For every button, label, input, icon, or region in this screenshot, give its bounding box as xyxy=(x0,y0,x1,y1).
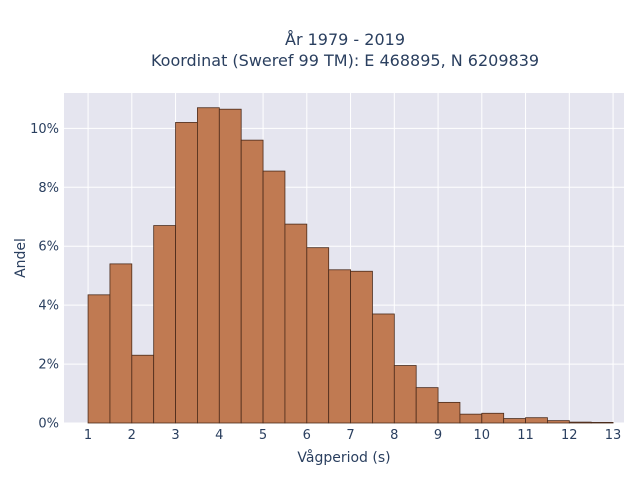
histogram-bar xyxy=(284,223,308,424)
histogram-bar xyxy=(306,247,330,424)
histogram-bar xyxy=(437,401,461,424)
x-tick-label: 1 xyxy=(84,428,92,443)
x-tick-label: 13 xyxy=(605,428,622,443)
y-tick-label: 4% xyxy=(38,299,59,314)
histogram-bar xyxy=(262,170,286,424)
histogram-bar xyxy=(175,122,198,424)
histogram-bar xyxy=(393,365,417,424)
x-tick-label: 3 xyxy=(171,428,179,443)
x-axis-ticks: 1 2 3 4 5 6 7 8 9 10 11 12 13 xyxy=(84,428,621,443)
histogram-bar xyxy=(153,225,176,424)
x-tick-label: 11 xyxy=(517,428,534,443)
chart-title: År 1979 - 2019 xyxy=(285,30,405,49)
x-tick-label: 10 xyxy=(474,428,491,443)
x-tick-label: 6 xyxy=(303,428,311,443)
x-tick-label: 8 xyxy=(390,428,398,443)
histogram-bar xyxy=(240,139,264,424)
histogram-bar xyxy=(109,263,133,424)
histogram-bar xyxy=(350,270,373,424)
y-axis-label: Andel xyxy=(13,238,29,278)
histogram-bar xyxy=(218,108,242,424)
x-tick-label: 2 xyxy=(128,428,136,443)
histogram-bar xyxy=(415,387,439,424)
histogram-bar xyxy=(131,354,155,424)
y-tick-label: 8% xyxy=(38,181,59,196)
histogram-bar xyxy=(197,107,220,424)
histogram-bar xyxy=(372,313,395,424)
x-tick-label: 12 xyxy=(561,428,578,443)
y-tick-label: 2% xyxy=(38,358,59,373)
x-axis-label: Vågperiod (s) xyxy=(297,449,390,466)
histogram-bar xyxy=(328,269,351,424)
histogram-bar xyxy=(503,418,526,424)
x-tick-label: 5 xyxy=(259,428,267,443)
bars xyxy=(87,107,614,424)
x-tick-label: 7 xyxy=(346,428,354,443)
x-tick-label: 9 xyxy=(434,428,442,443)
histogram-bar xyxy=(459,413,483,424)
histogram-bar xyxy=(590,422,614,424)
chart-subtitle: Koordinat (Sweref 99 TM): E 468895, N 62… xyxy=(151,51,539,70)
y-tick-label: 10% xyxy=(30,122,59,137)
histogram-bar xyxy=(525,417,548,424)
y-tick-label: 6% xyxy=(38,240,59,255)
x-tick-label: 4 xyxy=(215,428,223,443)
histogram-bar xyxy=(547,420,570,424)
histogram-bar xyxy=(568,421,592,424)
y-tick-label: 0% xyxy=(38,417,59,432)
histogram-bar xyxy=(481,412,505,424)
histogram-bar xyxy=(87,294,111,424)
y-axis-ticks: 0% 2% 4% 6% 8% 10% xyxy=(30,122,59,432)
